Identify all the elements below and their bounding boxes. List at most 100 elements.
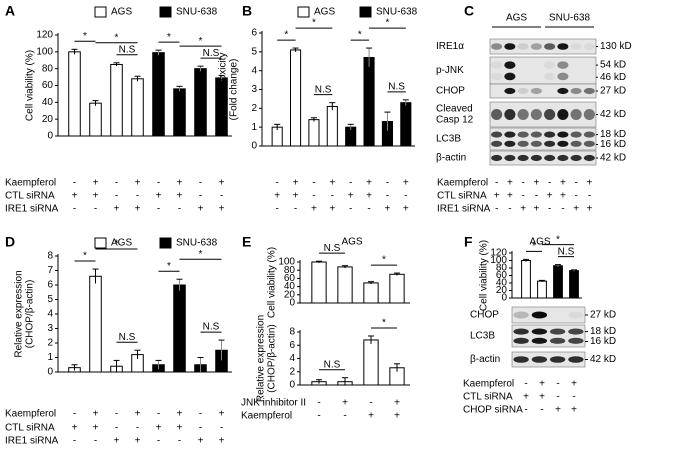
condition-sign: - <box>343 411 346 422</box>
y-axis-label: Cell viability (%) <box>479 240 490 311</box>
blot-band <box>549 356 566 363</box>
blot-band <box>544 72 556 81</box>
bar <box>553 265 563 299</box>
blot-band <box>518 73 529 81</box>
significance-label: * <box>83 251 87 262</box>
condition-sign: + <box>198 204 204 215</box>
blot-band <box>517 109 529 120</box>
y-tick-label: 0 <box>289 298 295 309</box>
blot-band <box>583 131 595 138</box>
y-tick-label: 8 <box>47 251 53 262</box>
bar <box>521 260 531 299</box>
panel-letter: A <box>5 3 15 19</box>
condition-sign: + <box>366 191 372 202</box>
condition-sign: - <box>495 204 498 215</box>
condition-sign: + <box>93 409 99 420</box>
legend-swatch <box>297 6 310 18</box>
significance-label: N.S <box>119 332 136 343</box>
legend-label: AGS <box>314 7 335 18</box>
blot-band <box>491 88 502 94</box>
significance-label: * <box>556 234 560 245</box>
y-tick-label: 60 <box>42 80 54 91</box>
blot-band <box>531 61 542 69</box>
blot-band <box>491 131 503 138</box>
size-label: 42 kD <box>600 109 626 120</box>
size-label: 18 kD <box>600 129 626 140</box>
condition-sign: - <box>73 409 76 420</box>
condition-label: CTL siRNA <box>5 191 55 202</box>
blot-band <box>549 328 566 335</box>
significance-label: * <box>199 36 203 47</box>
condition-sign: - <box>94 204 97 215</box>
blot-band <box>557 154 569 162</box>
condition-sign: - <box>524 379 527 390</box>
y-tick-label: 1 <box>251 122 257 133</box>
condition-sign: - <box>94 436 97 447</box>
bar <box>194 68 207 137</box>
blot-band <box>544 109 556 120</box>
condition-sign: - <box>199 191 202 202</box>
condition-sign: + <box>293 191 299 202</box>
legend-swatch <box>159 6 172 18</box>
condition-sign: + <box>219 204 225 215</box>
condition-label: JNK inhibitor II <box>241 398 306 409</box>
condition-sign: - <box>294 204 297 215</box>
condition-sign: + <box>586 204 592 215</box>
y-tick-label: 2 <box>251 103 257 114</box>
condition-sign: - <box>574 178 577 189</box>
blot-band <box>531 328 548 335</box>
significance-label: * <box>199 249 203 260</box>
condition-sign: + <box>394 411 400 422</box>
blot-row-label: LC3B <box>436 134 461 145</box>
blot-row-label: p-JNK <box>436 65 464 76</box>
chart-title: AGS <box>341 237 362 248</box>
y-tick-label: 5 <box>251 46 257 57</box>
condition-label: Kaempferol <box>437 178 488 189</box>
bar <box>173 88 186 137</box>
bar <box>173 284 186 373</box>
y-tick-label: 40 <box>496 278 508 289</box>
blot-band <box>544 154 556 162</box>
blot-band <box>544 140 556 147</box>
y-tick-label: 0 <box>501 293 507 304</box>
blot-band <box>491 61 503 69</box>
condition-sign: - <box>178 204 181 215</box>
blot-strip <box>489 127 597 151</box>
blot-band <box>504 109 516 120</box>
condition-sign: + <box>135 436 141 447</box>
blot-row-label: CHOP <box>436 86 465 97</box>
blot-band <box>513 328 529 335</box>
condition-sign: - <box>312 191 315 202</box>
condition-sign: + <box>342 398 348 409</box>
blot-band <box>557 109 569 120</box>
condition-sign: + <box>329 178 335 189</box>
condition-sign: + <box>293 178 299 189</box>
condition-label: IRE1 siRNA <box>5 204 59 215</box>
significance-label: * <box>115 32 119 43</box>
blot-band <box>557 140 569 147</box>
condition-sign: - <box>556 392 559 403</box>
condition-sign: - <box>115 178 118 189</box>
significance-label: N.S <box>119 44 136 55</box>
blot-band <box>568 311 584 319</box>
condition-sign: - <box>349 178 352 189</box>
condition-sign: + <box>573 204 579 215</box>
condition-sign: - <box>276 204 279 215</box>
condition-sign: - <box>367 204 370 215</box>
condition-label: IRE1 siRNA <box>437 204 491 215</box>
blot-band <box>504 154 516 162</box>
blot-band <box>517 43 529 50</box>
blot-band <box>517 154 529 162</box>
blot-band <box>557 72 569 81</box>
condition-sign: + <box>156 423 162 434</box>
blot-row-label: LC3B <box>470 331 495 342</box>
y-tick-label: 120 <box>36 30 53 41</box>
blot-band <box>584 73 595 81</box>
condition-sign: - <box>115 191 118 202</box>
significance-label: * <box>385 18 389 29</box>
size-label: 130 kD <box>600 41 632 52</box>
condition-sign: - <box>276 178 279 189</box>
blot-band <box>531 337 548 344</box>
condition-sign: - <box>521 178 524 189</box>
